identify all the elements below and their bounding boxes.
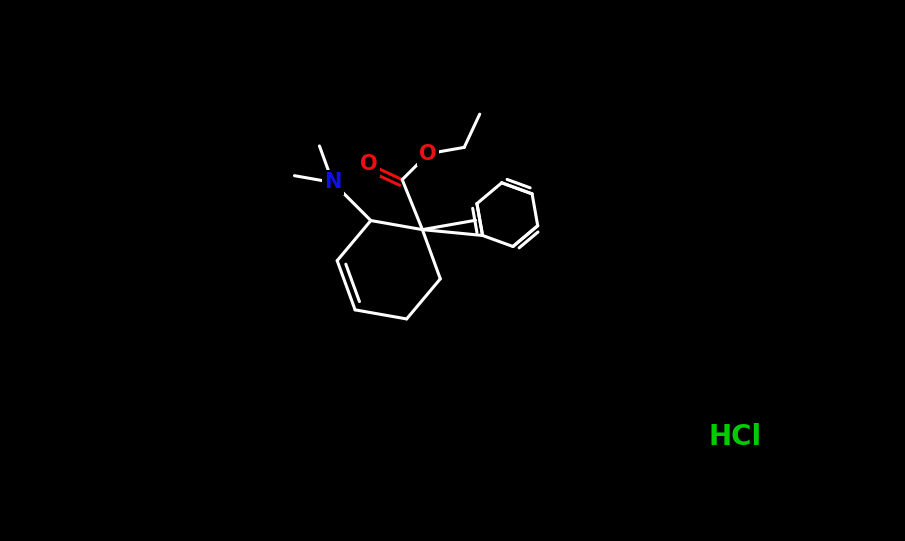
Text: O: O bbox=[419, 144, 437, 164]
Text: N: N bbox=[324, 173, 341, 193]
Text: O: O bbox=[360, 154, 377, 174]
Text: HCl: HCl bbox=[709, 423, 762, 451]
